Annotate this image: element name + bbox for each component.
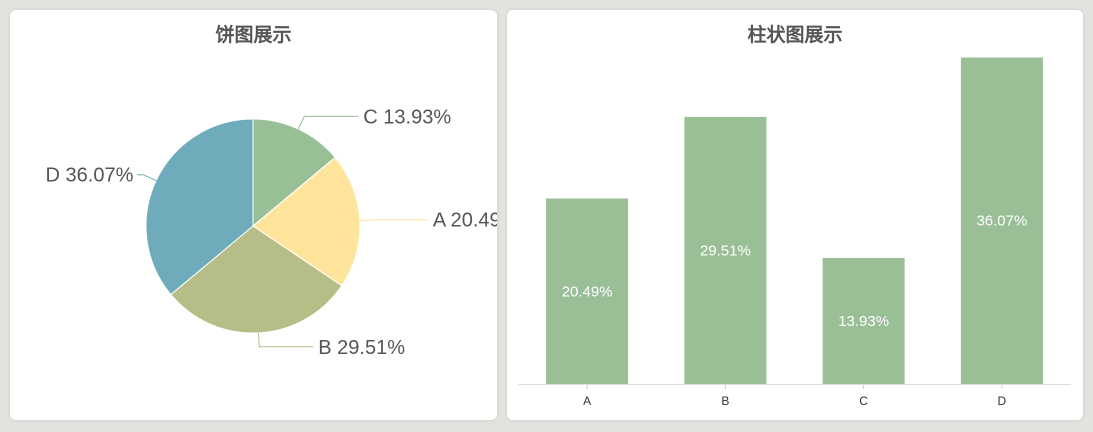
x-tick-label-c: C — [859, 394, 868, 408]
bar-chart: 20.49% A 29.51% B 13.93% C 36.07% D — [518, 57, 1071, 408]
bar-chart-panel: 柱状图展示 20.49% A 29.51% B 13.93% C 36.07% D — [507, 10, 1083, 420]
bar-a[interactable] — [546, 198, 629, 385]
pie-slice-a[interactable] — [252, 156, 361, 287]
bar-value-label-a: 20.49% — [562, 283, 613, 300]
bar-value-label-d: 36.07% — [976, 213, 1027, 230]
bar-b[interactable] — [684, 116, 767, 385]
pie-label-b: B 29.51% — [318, 337, 405, 359]
pie-label-a: A 20.49% — [433, 210, 497, 232]
x-tick-label-a: A — [583, 394, 591, 408]
pie-slice-c[interactable] — [252, 118, 336, 228]
pie-slice-d[interactable] — [145, 118, 254, 296]
pie-slice-b[interactable] — [170, 225, 343, 334]
pie-label-line-b — [258, 332, 314, 348]
bar-d[interactable] — [960, 57, 1043, 385]
x-tick-label-d: D — [998, 394, 1007, 408]
bar-value-label-c: 13.93% — [838, 313, 889, 330]
pie-chart-panel: 饼图展示 C 13.93% A 20.49% B 29.51% D 36.07% — [10, 10, 497, 420]
bar-c[interactable] — [822, 257, 905, 384]
pie-label-line-c — [297, 115, 359, 130]
bar-chart-title: 柱状图展示 — [747, 24, 843, 46]
pie-label-c: C 13.93% — [363, 106, 451, 128]
x-tick-label-b: B — [721, 394, 729, 408]
pie-label-line-a — [359, 219, 428, 221]
pie-label-d: D 36.07% — [46, 165, 134, 187]
pie-chart-title: 饼图展示 — [215, 24, 292, 46]
bar-value-label-b: 29.51% — [700, 242, 751, 259]
pie-chart: C 13.93% A 20.49% B 29.51% D 36.07% — [46, 106, 497, 359]
pie-label-line-d — [137, 174, 157, 182]
